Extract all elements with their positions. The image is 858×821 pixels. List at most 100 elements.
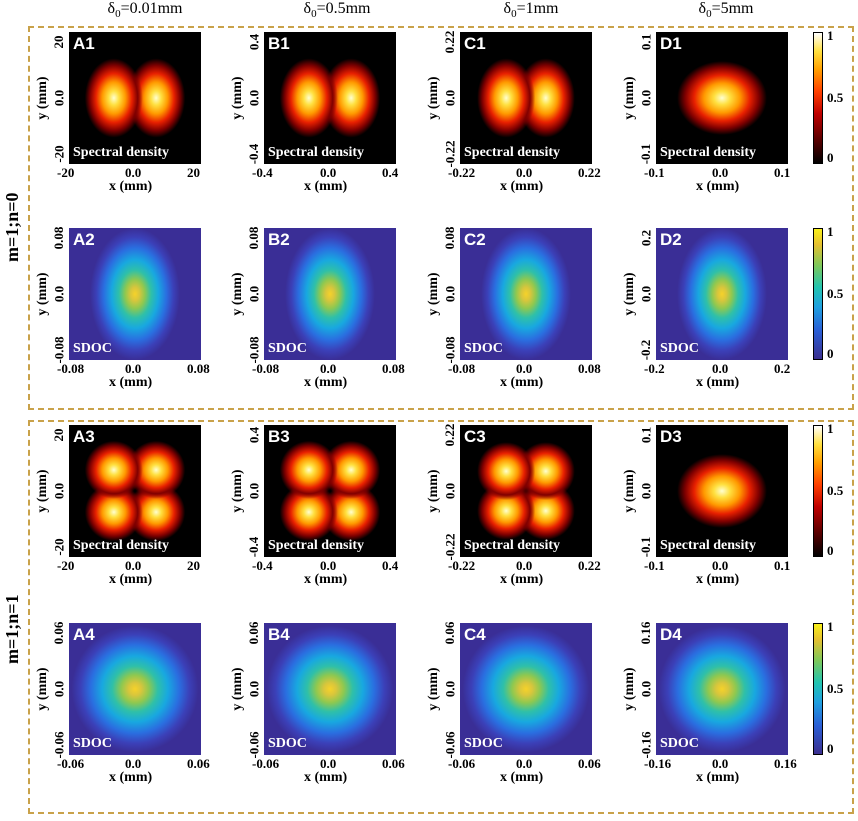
- panel-caption: SDOC: [464, 341, 503, 356]
- x-tick-label: 0.0: [516, 165, 533, 180]
- y-tick-label: -0.06: [246, 731, 261, 759]
- panel-caption: Spectral density: [73, 538, 170, 553]
- x-tick-label: 0.0: [125, 165, 142, 180]
- heatmap-panel-D1: D1 Spectral density: [656, 32, 788, 164]
- y-tick-label: 0.08: [442, 226, 457, 250]
- panel-label: A1: [73, 34, 95, 53]
- y-tick-label: 0.08: [246, 226, 261, 250]
- column-header-2: δ0=1mm: [503, 0, 559, 21]
- heatmap-image: [69, 425, 201, 557]
- panel-label: D4: [660, 625, 682, 644]
- colorbar-tick: 0.5: [827, 286, 844, 301]
- x-axis-label: x (mm): [500, 179, 544, 194]
- x-tick-label: -0.06: [448, 756, 476, 771]
- colorbar-tick: 0: [827, 543, 834, 558]
- panel-caption: SDOC: [268, 736, 307, 751]
- x-tick-label: 0.08: [578, 361, 601, 376]
- heatmap-panel-A1: A1 Spectral density: [69, 32, 201, 164]
- x-axis-label: x (mm): [109, 770, 153, 785]
- x-tick-label: 0.0: [125, 558, 142, 573]
- y-axis-label: y (mm): [230, 469, 245, 513]
- x-axis-label: x (mm): [109, 572, 153, 587]
- heatmap-panel-A2: A2 SDOC: [69, 228, 201, 360]
- y-tick-label: 0.06: [442, 621, 457, 645]
- heatmap-panel-A4: A4 SDOC: [69, 623, 201, 755]
- y-tick-label: -0.2: [638, 339, 653, 361]
- x-tick-label: 0.0: [320, 361, 337, 376]
- heatmap-image: [264, 228, 396, 360]
- y-tick-label: 0.0: [442, 482, 457, 500]
- panel-caption: SDOC: [660, 341, 699, 356]
- x-tick-label: 0.0: [125, 756, 142, 771]
- x-axis-label: x (mm): [696, 375, 740, 390]
- x-tick-label: 0.16: [774, 756, 797, 771]
- panel-caption: SDOC: [73, 736, 112, 751]
- panel-label: B4: [268, 625, 290, 644]
- colorbar-tick: 0.5: [827, 90, 844, 105]
- y-tick-label: -0.4: [246, 536, 261, 558]
- panel-label: D2: [660, 230, 682, 249]
- heatmap-image: [460, 32, 592, 164]
- x-tick-label: -0.08: [252, 361, 280, 376]
- x-tick-label: 0.1: [774, 558, 791, 573]
- x-tick-label: -0.16: [644, 756, 672, 771]
- y-tick-label: 20: [51, 428, 66, 442]
- colorbar-tick: 0: [827, 741, 834, 756]
- colorbar-tick: 1: [827, 421, 834, 436]
- y-tick-label: 0.0: [442, 285, 457, 303]
- x-tick-label: 0.0: [712, 756, 729, 771]
- section-box-top: [28, 26, 854, 410]
- panel-caption: Spectral density: [268, 145, 365, 160]
- heatmap-image: [264, 623, 396, 755]
- heatmap-panel-D4: D4 SDOC: [656, 623, 788, 755]
- y-axis-label: y (mm): [230, 272, 245, 316]
- heatmap-image: [656, 32, 788, 164]
- heatmap-image: [460, 623, 592, 755]
- x-tick-label: 0.06: [578, 756, 601, 771]
- y-tick-label: -0.22: [442, 533, 457, 561]
- heatmap-panel-C4: C4 SDOC: [460, 623, 592, 755]
- y-tick-label: -0.16: [638, 731, 653, 759]
- y-tick-label: 0.0: [638, 89, 653, 107]
- x-tick-label: -0.4: [252, 165, 273, 180]
- heatmap-image: [69, 32, 201, 164]
- y-axis-label: y (mm): [35, 76, 50, 120]
- column-header-1: δ0=0.5mm: [303, 0, 371, 21]
- x-tick-label: 0.06: [382, 756, 405, 771]
- x-tick-label: 0.22: [578, 165, 601, 180]
- panel-caption: Spectral density: [464, 538, 561, 553]
- x-axis-label: x (mm): [304, 375, 348, 390]
- x-tick-label: -0.22: [448, 558, 476, 573]
- y-tick-label: 0.22: [442, 423, 457, 447]
- colorbar: [813, 425, 823, 557]
- heatmap-image: [264, 425, 396, 557]
- x-tick-label: 20: [187, 558, 200, 573]
- colorbar: [813, 32, 823, 164]
- y-tick-label: 0.08: [51, 226, 66, 250]
- y-tick-label: 0.2: [638, 229, 653, 247]
- y-tick-label: -0.22: [442, 140, 457, 168]
- y-tick-label: 0.0: [442, 89, 457, 107]
- x-axis-label: x (mm): [109, 179, 153, 194]
- y-tick-label: 0.0: [638, 482, 653, 500]
- colorbar: [813, 623, 823, 755]
- y-tick-label: -0.1: [638, 143, 653, 165]
- x-tick-label: 0.0: [516, 558, 533, 573]
- y-axis-label: y (mm): [35, 272, 50, 316]
- colorbar-tick: 0.5: [827, 483, 844, 498]
- y-tick-label: 0.16: [638, 621, 653, 645]
- colorbar-tick: 1: [827, 224, 834, 239]
- x-tick-label: -0.06: [252, 756, 280, 771]
- y-tick-label: -0.06: [442, 731, 457, 759]
- y-tick-label: -0.08: [51, 336, 66, 364]
- x-tick-label: 0.0: [320, 165, 337, 180]
- x-axis-label: x (mm): [500, 375, 544, 390]
- x-axis-label: x (mm): [500, 572, 544, 587]
- x-tick-label: 0.0: [712, 361, 729, 376]
- x-tick-label: 0.0: [125, 361, 142, 376]
- panel-label: A2: [73, 230, 95, 249]
- x-tick-label: 0.06: [187, 756, 210, 771]
- heatmap-panel-A3: A3 Spectral density: [69, 425, 201, 557]
- y-tick-label: -0.08: [442, 336, 457, 364]
- x-tick-label: 0.4: [382, 558, 399, 573]
